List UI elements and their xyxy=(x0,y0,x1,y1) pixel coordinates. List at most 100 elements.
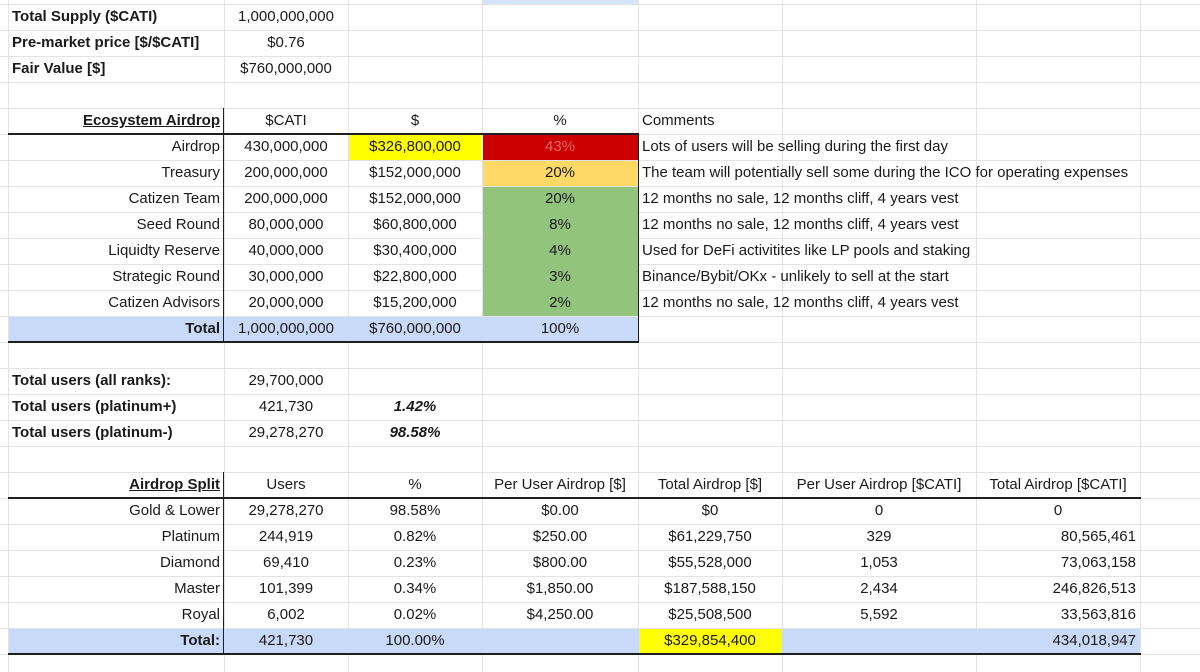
ecosystem-header-cati[interactable]: $CATI xyxy=(265,112,307,129)
ecosystem-row-usd[interactable]: $152,000,000 xyxy=(369,190,461,207)
fair-value-label[interactable]: Fair Value [$] xyxy=(12,60,106,77)
total-supply-value[interactable]: 1,000,000,000 xyxy=(238,8,334,25)
users-platinum-minus-pct[interactable]: 98.58% xyxy=(389,424,441,441)
split-row-total-cati[interactable]: 0 xyxy=(1053,502,1063,519)
split-row-per-user-cati[interactable]: 1,053 xyxy=(860,554,898,571)
split-row-pct[interactable]: 98.58% xyxy=(389,502,441,519)
split-row-total-cati[interactable]: 246,826,513 xyxy=(1052,580,1136,597)
split-row-per-user-usd[interactable]: $800.00 xyxy=(532,554,588,571)
ecosystem-total-label[interactable]: Total xyxy=(185,320,220,337)
split-row-total-usd[interactable]: $0 xyxy=(701,502,719,519)
ecosystem-row-comment[interactable]: Used for DeFi activitites like LP pools … xyxy=(642,242,971,259)
split-row-per-user-usd[interactable]: $1,850.00 xyxy=(526,580,594,597)
split-row-total-cati[interactable]: 33,563,816 xyxy=(1060,606,1136,623)
users-platinum-minus-value[interactable]: 29,278,270 xyxy=(248,424,324,441)
split-row-name[interactable]: Platinum xyxy=(161,528,220,545)
ecosystem-row-cati[interactable]: 430,000,000 xyxy=(244,138,328,155)
split-total-label[interactable]: Total: xyxy=(180,632,220,649)
ecosystem-row-pct[interactable]: 20% xyxy=(544,190,576,207)
premarket-price-value[interactable]: $0.76 xyxy=(267,34,305,51)
ecosystem-header-usd[interactable]: $ xyxy=(410,112,420,129)
ecosystem-total-cati[interactable]: 1,000,000,000 xyxy=(238,320,334,337)
split-row-name[interactable]: Royal xyxy=(181,606,220,623)
ecosystem-row-usd[interactable]: $152,000,000 xyxy=(369,164,461,181)
split-row-pct[interactable]: 0.82% xyxy=(393,528,437,545)
ecosystem-row-cati[interactable]: 200,000,000 xyxy=(244,190,328,207)
ecosystem-row-usd[interactable]: $15,200,000 xyxy=(373,294,457,311)
split-header-users[interactable]: Users xyxy=(266,476,306,493)
premarket-price-label[interactable]: Pre-market price [$/$CATI] xyxy=(12,34,200,51)
split-header-total-cati[interactable]: Total Airdrop [$CATI] xyxy=(989,476,1127,493)
ecosystem-row-usd[interactable]: $30,400,000 xyxy=(373,242,457,259)
ecosystem-row-cati[interactable]: 30,000,000 xyxy=(248,268,324,285)
ecosystem-row-usd[interactable]: $60,800,000 xyxy=(373,216,457,233)
ecosystem-row-name[interactable]: Airdrop xyxy=(171,138,220,155)
ecosystem-row-name[interactable]: Strategic Round xyxy=(112,268,220,285)
ecosystem-row-cati[interactable]: 40,000,000 xyxy=(248,242,324,259)
ecosystem-row-cati[interactable]: 200,000,000 xyxy=(244,164,328,181)
ecosystem-row-pct[interactable]: 43% xyxy=(544,138,576,155)
split-row-name[interactable]: Diamond xyxy=(159,554,220,571)
users-all-value[interactable]: 29,700,000 xyxy=(248,372,324,389)
ecosystem-total-pct[interactable]: 100% xyxy=(540,320,580,337)
ecosystem-row-name[interactable]: Treasury xyxy=(161,164,220,181)
users-platinum-plus-pct[interactable]: 1.42% xyxy=(393,398,437,415)
ecosystem-row-name[interactable]: Liquidty Reserve xyxy=(108,242,220,259)
ecosystem-row-comment[interactable]: 12 months no sale, 12 months cliff, 4 ye… xyxy=(642,216,959,233)
split-row-per-user-cati[interactable]: 2,434 xyxy=(860,580,898,597)
ecosystem-row-cati[interactable]: 80,000,000 xyxy=(248,216,324,233)
split-total-users[interactable]: 421,730 xyxy=(258,632,314,649)
split-row-per-user-cati[interactable]: 329 xyxy=(866,528,892,545)
ecosystem-row-cati[interactable]: 20,000,000 xyxy=(248,294,324,311)
fair-value-value[interactable]: $760,000,000 xyxy=(240,60,332,77)
split-header-per-user-usd[interactable]: Per User Airdrop [$] xyxy=(494,476,626,493)
ecosystem-row-comment[interactable]: The team will potentially sell some duri… xyxy=(642,164,1129,181)
split-header-total-usd[interactable]: Total Airdrop [$] xyxy=(657,476,763,493)
ecosystem-row-usd[interactable]: $326,800,000 xyxy=(369,138,461,155)
split-row-per-user-usd[interactable]: $250.00 xyxy=(532,528,588,545)
ecosystem-row-pct[interactable]: 8% xyxy=(549,216,571,233)
ecosystem-row-comment[interactable]: Binance/Bybit/OKx - unlikely to sell at … xyxy=(642,268,949,285)
users-platinum-minus-label[interactable]: Total users (platinum-) xyxy=(12,424,173,441)
split-row-per-user-usd[interactable]: $0.00 xyxy=(541,502,579,519)
split-row-pct[interactable]: 0.34% xyxy=(393,580,437,597)
ecosystem-row-pct[interactable]: 2% xyxy=(549,294,571,311)
users-platinum-plus-value[interactable]: 421,730 xyxy=(258,398,314,415)
total-supply-label[interactable]: Total Supply ($CATI) xyxy=(12,8,158,25)
split-row-total-usd[interactable]: $187,588,150 xyxy=(664,580,756,597)
split-row-users[interactable]: 69,410 xyxy=(263,554,309,571)
ecosystem-header-pct[interactable]: % xyxy=(553,112,567,129)
split-row-total-cati[interactable]: 73,063,158 xyxy=(1060,554,1136,571)
users-all-label[interactable]: Total users (all ranks): xyxy=(12,372,171,389)
ecosystem-row-usd[interactable]: $22,800,000 xyxy=(373,268,457,285)
split-total-cati[interactable]: 434,018,947 xyxy=(1052,632,1136,649)
split-row-total-usd[interactable]: $61,229,750 xyxy=(668,528,752,545)
users-platinum-plus-label[interactable]: Total users (platinum+) xyxy=(12,398,177,415)
split-row-name[interactable]: Master xyxy=(174,580,220,597)
split-row-per-user-usd[interactable]: $4,250.00 xyxy=(526,606,594,623)
split-total-pct[interactable]: 100.00% xyxy=(385,632,445,649)
split-header-per-user-cati[interactable]: Per User Airdrop [$CATI] xyxy=(796,476,962,493)
split-row-total-usd[interactable]: $55,528,000 xyxy=(668,554,752,571)
ecosystem-header-comments[interactable]: Comments xyxy=(642,112,715,129)
ecosystem-row-pct[interactable]: 4% xyxy=(549,242,571,259)
split-row-users[interactable]: 6,002 xyxy=(267,606,305,623)
split-row-users[interactable]: 29,278,270 xyxy=(248,502,324,519)
ecosystem-row-comment[interactable]: Lots of users will be selling during the… xyxy=(642,138,948,155)
split-row-users[interactable]: 101,399 xyxy=(258,580,314,597)
ecosystem-row-comment[interactable]: 12 months no sale, 12 months cliff, 4 ye… xyxy=(642,190,959,207)
split-header-name[interactable]: Airdrop Split xyxy=(129,476,220,493)
split-row-name[interactable]: Gold & Lower xyxy=(129,502,220,519)
ecosystem-total-usd[interactable]: $760,000,000 xyxy=(369,320,461,337)
ecosystem-row-pct[interactable]: 20% xyxy=(544,164,576,181)
split-row-per-user-cati[interactable]: 0 xyxy=(874,502,884,519)
split-row-per-user-cati[interactable]: 5,592 xyxy=(860,606,898,623)
ecosystem-header-name[interactable]: Ecosystem Airdrop xyxy=(83,112,220,129)
split-row-pct[interactable]: 0.23% xyxy=(393,554,437,571)
split-row-users[interactable]: 244,919 xyxy=(258,528,314,545)
split-header-pct[interactable]: % xyxy=(408,476,422,493)
ecosystem-row-name[interactable]: Seed Round xyxy=(136,216,220,233)
split-row-total-usd[interactable]: $25,508,500 xyxy=(668,606,752,623)
split-total-usd[interactable]: $329,854,400 xyxy=(664,632,756,649)
ecosystem-row-pct[interactable]: 3% xyxy=(549,268,571,285)
